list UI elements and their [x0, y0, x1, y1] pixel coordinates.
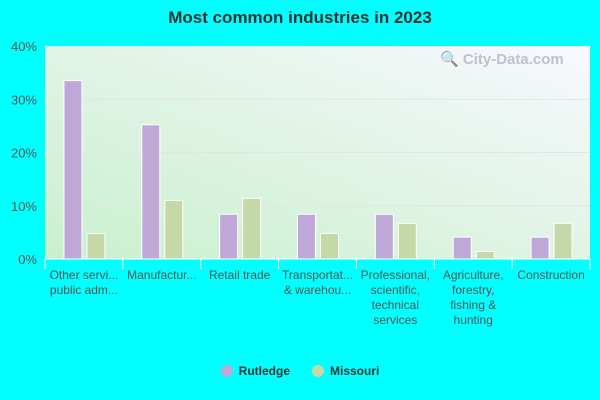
bar-missouri [86, 232, 106, 260]
y-tick-label: 10% [11, 199, 37, 214]
x-tick-label: Construction [517, 268, 584, 282]
y-tick-label: 30% [11, 92, 37, 107]
x-tick-label: Other servi... public adm... [50, 268, 119, 297]
legend: Rutledge Missouri [0, 364, 600, 378]
bar-rutledge [219, 213, 239, 260]
x-tick-label: Agriculture, forestry, fishing & hunting [443, 268, 504, 327]
bar-rutledge [530, 236, 550, 260]
legend-label: Missouri [330, 364, 380, 378]
x-tick-label: Manufactur... [127, 268, 196, 282]
legend-item-rutledge[interactable]: Rutledge [220, 364, 290, 378]
bar-missouri [553, 222, 573, 260]
bar-missouri [242, 197, 262, 260]
bar-rutledge [452, 236, 472, 260]
bar-missouri [320, 232, 339, 260]
chart-title: Most common industries in 2023 [168, 8, 432, 27]
x-tick-label: Transportat... & warehou... [282, 268, 353, 297]
bar-missouri [397, 222, 417, 260]
x-tick-label: Retail trade [209, 268, 271, 282]
bar-rutledge [374, 213, 394, 260]
bar-missouri [475, 251, 495, 260]
bar-rutledge [297, 213, 316, 260]
bar-missouri [164, 199, 184, 260]
x-tick-label: Professional, scientific, technical service… [361, 268, 430, 327]
bar-rutledge [141, 124, 161, 260]
legend-swatch [312, 365, 324, 377]
legend-item-missouri[interactable]: Missouri [312, 364, 379, 378]
bar-rutledge [63, 80, 83, 260]
legend-swatch [220, 365, 233, 377]
y-tick-label: 0% [18, 252, 37, 267]
y-tick-label: 20% [11, 146, 37, 161]
y-tick-label: 40% [11, 39, 37, 54]
legend-label: Rutledge [238, 364, 290, 378]
watermark-logo: 🔍 City-Data.com [440, 51, 564, 68]
